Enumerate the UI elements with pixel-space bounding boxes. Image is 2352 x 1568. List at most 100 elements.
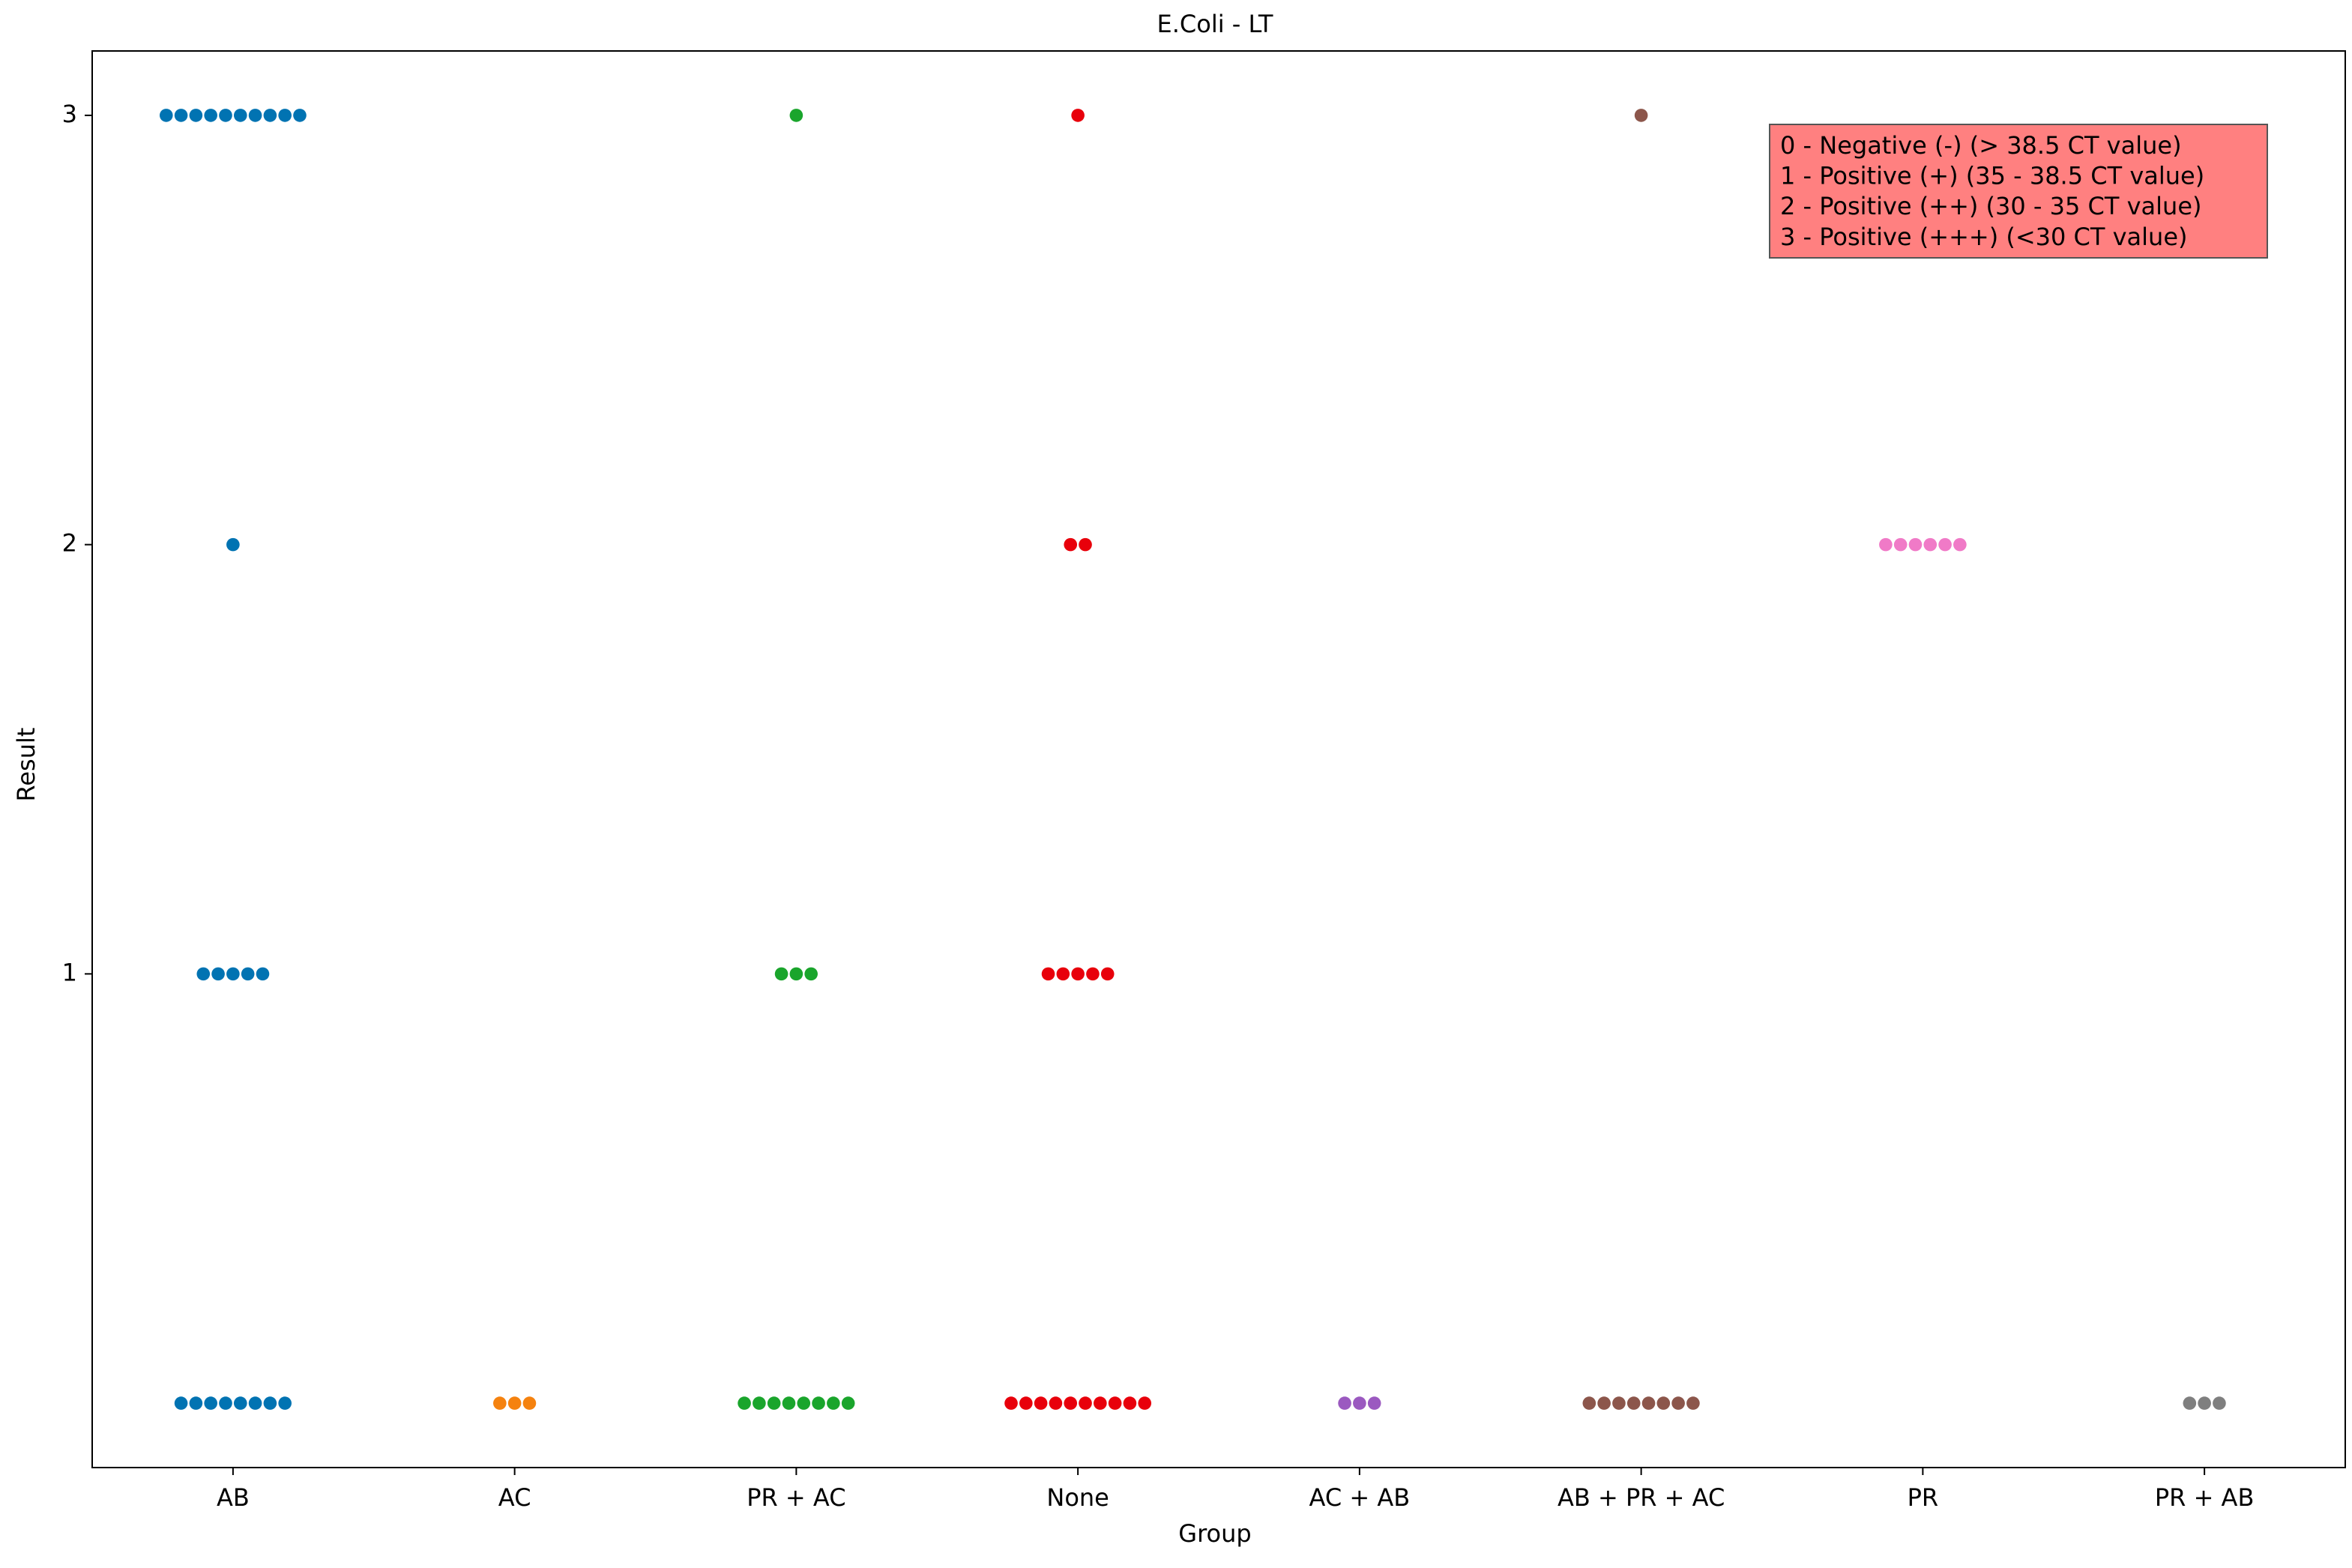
annotation-line: 2 - Positive (++) (30 - 35 CT value) (1780, 192, 2201, 220)
x-tick-label: PR (1908, 1483, 1939, 1512)
dot (219, 109, 232, 122)
dot (2198, 1396, 2211, 1410)
annotation-line: 0 - Negative (-) (> 38.5 CT value) (1780, 131, 2182, 160)
annotation-box (1769, 124, 2268, 259)
y-axis-label: Result (12, 728, 40, 802)
dot (196, 967, 211, 981)
dot (797, 1396, 811, 1410)
dot (522, 1396, 537, 1410)
dot (1338, 1396, 1351, 1410)
x-tick-label: AC + AB (1309, 1483, 1411, 1512)
x-tick-label: AC (498, 1483, 531, 1512)
dot (1049, 1396, 1063, 1410)
dot (1071, 109, 1085, 122)
dot (1071, 967, 1085, 981)
dot (753, 1396, 766, 1410)
annotation-line: 1 - Positive (+) (35 - 38.5 CT value) (1780, 162, 2204, 190)
dot (1612, 1396, 1626, 1410)
dot (841, 1396, 855, 1410)
dot (248, 1396, 262, 1410)
chart-title: E.Coli - LT (1157, 10, 1273, 38)
dot (804, 967, 818, 981)
dot (493, 1396, 507, 1410)
dot (1626, 1396, 1641, 1410)
y-tick-label: 2 (62, 529, 77, 558)
dot (1353, 1396, 1366, 1410)
dot (233, 109, 247, 122)
dot (1656, 1396, 1671, 1410)
dot (1597, 1396, 1611, 1410)
dot (1908, 537, 1923, 552)
dot (2213, 1396, 2226, 1410)
dot (1938, 537, 1952, 552)
dot (1100, 967, 1115, 981)
x-tick-label: PR + AC (747, 1483, 845, 1512)
dot (1056, 967, 1070, 981)
annotation-line: 3 - Positive (+++) (<30 CT value) (1780, 223, 2188, 251)
x-tick-label: AB (217, 1483, 250, 1512)
dot (1953, 537, 1967, 552)
dot (219, 1396, 232, 1410)
dot (789, 109, 803, 122)
dot (2183, 1396, 2197, 1410)
dot (226, 967, 240, 981)
x-tick-label: None (1046, 1483, 1109, 1512)
dot (1094, 1396, 1107, 1410)
dot (1041, 967, 1055, 981)
dot (1064, 537, 1078, 552)
dot (278, 109, 292, 122)
dot (1641, 1396, 1656, 1410)
dot (159, 109, 173, 122)
dot (241, 967, 255, 981)
dot (782, 1396, 796, 1410)
plot-frame (91, 50, 2346, 1468)
dot (256, 967, 270, 981)
dot (1582, 1396, 1596, 1410)
dot (827, 1396, 840, 1410)
dot (1086, 967, 1100, 981)
dot (774, 967, 788, 981)
dot (189, 1396, 203, 1410)
y-tick-label: 1 (62, 958, 77, 986)
dot (1079, 537, 1092, 552)
dot (1671, 1396, 1685, 1410)
dot (1367, 1396, 1381, 1410)
dot (226, 537, 240, 552)
dot (263, 109, 277, 122)
dot (1923, 537, 1938, 552)
dot (789, 967, 803, 981)
dot (248, 109, 262, 122)
x-tick-label: AB + PR + AC (1558, 1483, 1725, 1512)
dot (204, 1396, 217, 1410)
dot (1034, 1396, 1048, 1410)
x-tick-label: PR + AB (2155, 1483, 2255, 1512)
dot (204, 109, 217, 122)
dot (507, 1396, 522, 1410)
dot (174, 109, 188, 122)
dot (1004, 1396, 1018, 1410)
dot (278, 1396, 292, 1410)
y-tick-label: 3 (62, 100, 77, 128)
dot (1686, 1396, 1700, 1410)
dot (233, 1396, 247, 1410)
dot (1893, 537, 1908, 552)
dot (1108, 1396, 1122, 1410)
dot (1079, 1396, 1092, 1410)
dot (293, 109, 307, 122)
dot (211, 967, 225, 981)
dot (1064, 1396, 1078, 1410)
dot (1138, 1396, 1152, 1410)
dot (738, 1396, 751, 1410)
dot (1634, 109, 1648, 122)
dot (812, 1396, 825, 1410)
dot (174, 1396, 188, 1410)
dot (767, 1396, 781, 1410)
x-axis-label: Group (1178, 1519, 1251, 1548)
dot (1123, 1396, 1137, 1410)
dot (1879, 537, 1893, 552)
dot (1019, 1396, 1033, 1410)
dot (189, 109, 203, 122)
dot (263, 1396, 277, 1410)
